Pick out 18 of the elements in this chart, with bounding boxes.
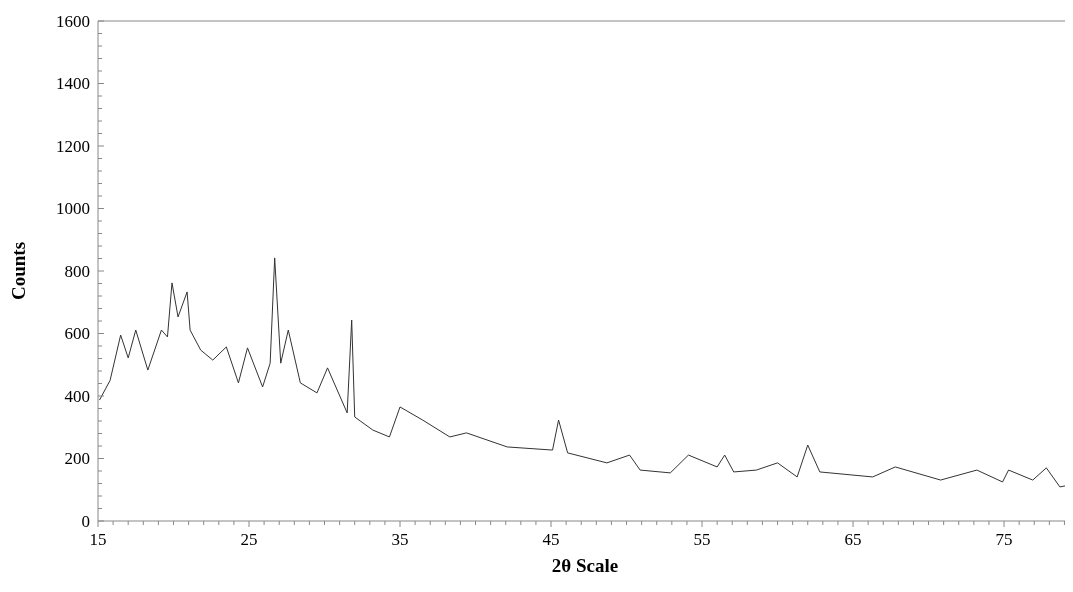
x-tick-label: 45: [542, 530, 560, 549]
x-tick-label: 35: [391, 530, 409, 549]
x-tick-label: 25: [240, 530, 258, 549]
x-axis-title: 2θ Scale: [551, 555, 619, 576]
y-tick-label: 1200: [56, 136, 90, 156]
y-tick-label: 600: [64, 324, 90, 344]
y-tick-label: 1600: [56, 11, 90, 31]
x-tick-label: 15: [89, 530, 107, 549]
x-tick-label: 65: [844, 530, 862, 549]
x-tick-label: 75: [995, 530, 1013, 549]
y-tick-label: 0: [81, 511, 90, 531]
y-tick-label: 200: [64, 449, 90, 469]
y-tick-label: 400: [64, 386, 90, 406]
y-tick-label: 1400: [56, 74, 90, 94]
y-tick-label: 800: [64, 261, 90, 281]
y-tick-label: 1000: [56, 199, 90, 219]
y-axis-title: Counts: [8, 241, 29, 301]
x-tick-label: 55: [693, 530, 711, 549]
